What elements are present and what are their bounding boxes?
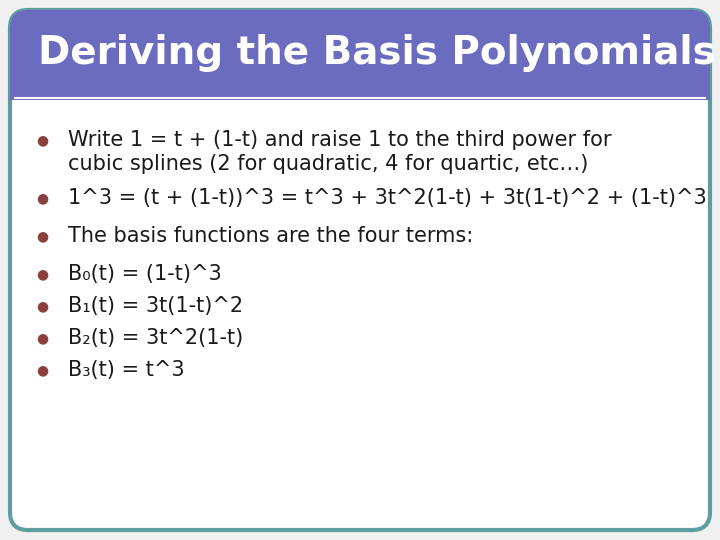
Text: ●: ● <box>36 331 48 345</box>
Text: B₁(t) = 3t(1-t)^2: B₁(t) = 3t(1-t)^2 <box>68 296 243 316</box>
Text: Deriving the Basis Polynomials: Deriving the Basis Polynomials <box>38 34 716 72</box>
Text: cubic splines (2 for quadratic, 4 for quartic, etc…): cubic splines (2 for quadratic, 4 for qu… <box>68 154 588 174</box>
Text: B₃(t) = t^3: B₃(t) = t^3 <box>68 360 184 380</box>
Text: ●: ● <box>36 229 48 243</box>
Text: 1^3 = (t + (1-t))^3 = t^3 + 3t^2(1-t) + 3t(1-t)^2 + (1-t)^3: 1^3 = (t + (1-t))^3 = t^3 + 3t^2(1-t) + … <box>68 188 707 208</box>
Text: The basis functions are the four terms:: The basis functions are the four terms: <box>68 226 473 246</box>
FancyBboxPatch shape <box>10 10 710 100</box>
FancyBboxPatch shape <box>10 10 710 530</box>
Text: ●: ● <box>36 363 48 377</box>
Text: ●: ● <box>36 299 48 313</box>
Text: ●: ● <box>36 191 48 205</box>
Text: B₀(t) = (1-t)^3: B₀(t) = (1-t)^3 <box>68 264 222 284</box>
Text: ●: ● <box>36 267 48 281</box>
Text: B₂(t) = 3t^2(1-t): B₂(t) = 3t^2(1-t) <box>68 328 243 348</box>
Text: ●: ● <box>36 133 48 147</box>
Text: Write 1 = t + (1-t) and raise 1 to the third power for: Write 1 = t + (1-t) and raise 1 to the t… <box>68 130 611 150</box>
Bar <box>10 80 710 100</box>
